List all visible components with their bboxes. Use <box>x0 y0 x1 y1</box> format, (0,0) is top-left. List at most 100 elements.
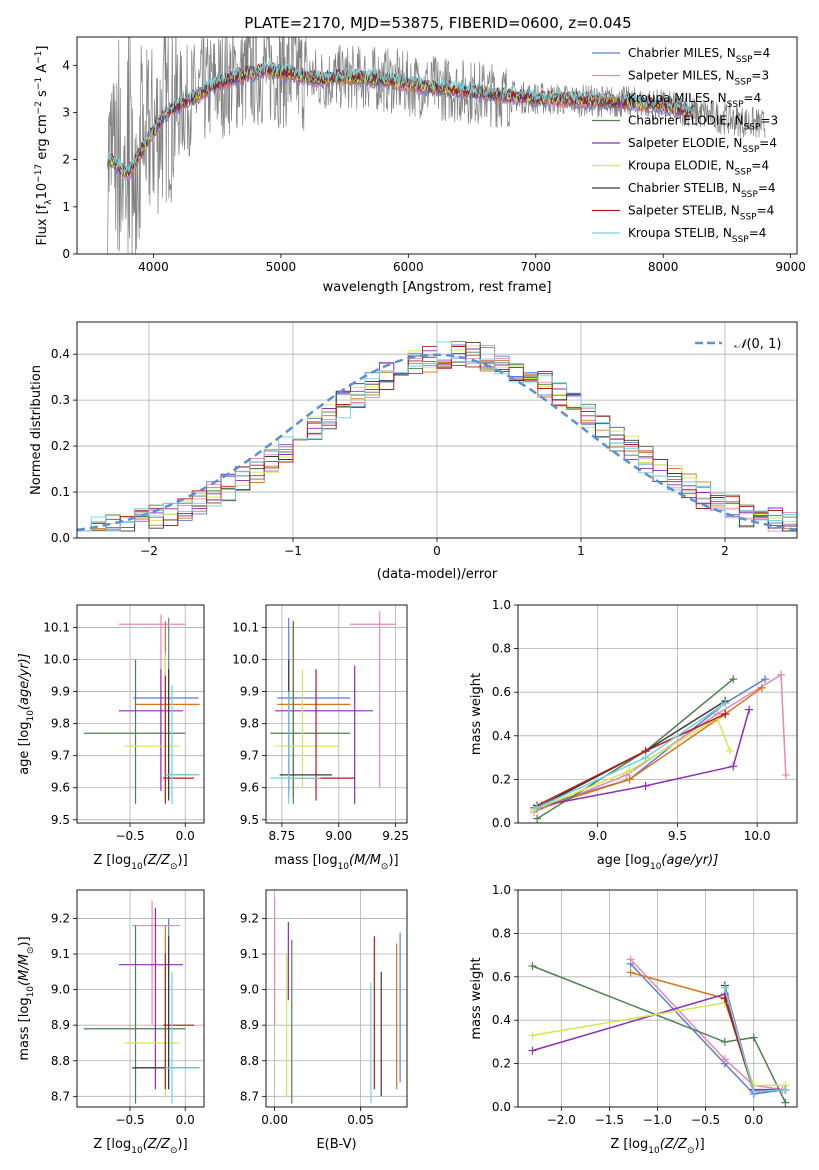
y-tick-label: 0.4 <box>492 729 511 743</box>
y-tick-label: 9.0 <box>51 983 70 997</box>
series-line <box>533 687 763 811</box>
x-axis-label: wavelength [Angstrom, rest frame] <box>323 280 552 295</box>
x-axis-label: (data-model)/error <box>377 567 498 582</box>
point-marker <box>761 675 770 684</box>
y-tick-label: 0.2 <box>492 1057 511 1071</box>
point-marker <box>749 1087 758 1096</box>
y-tick-label: 8.9 <box>51 1018 70 1032</box>
histogram-step <box>77 341 797 532</box>
axes-frame <box>76 604 205 824</box>
y-tick-label: 0.4 <box>51 347 70 361</box>
axes-frame <box>76 321 798 539</box>
point-marker <box>641 781 650 790</box>
point-marker <box>720 1037 729 1046</box>
y-tick-label: 0.4 <box>492 1013 511 1027</box>
x-tick-label: 8000 <box>648 260 679 274</box>
legend-entry: Chabrier ELODIE, NSSP=3 <box>628 114 778 133</box>
series-line <box>532 965 787 1104</box>
y-tick-label: 0.6 <box>492 970 511 984</box>
legend-entry: Kroupa MILES, NSSP=4 <box>628 91 761 110</box>
y-tick-label: 9.9 <box>51 685 70 699</box>
x-tick-label: 4000 <box>138 260 169 274</box>
y-tick-label: 10.0 <box>43 653 70 667</box>
x-tick-label: 1 <box>577 544 585 558</box>
y-tick-label: 0.8 <box>492 926 511 940</box>
y-axis-label: Normed distribution <box>29 365 44 495</box>
x-axis-label: Z [log10(Z/Z⊙)] <box>93 853 187 872</box>
y-tick-label: 10.1 <box>232 620 259 634</box>
panel-age_vs_Z: −0.5 0.0 9.5 9.6 9.7 9.8 9.9 10.0 10.1 Z [log10(Z… <box>17 604 205 872</box>
plot-area <box>77 890 204 1107</box>
x-tick-label: 0.0 <box>176 829 195 843</box>
x-tick-label: 9.25 <box>382 829 409 843</box>
point-marker <box>626 968 635 977</box>
y-tick-label: 0 <box>62 247 70 261</box>
panel-residuals: −2 −1 0 1 2 0.0 0.1 0.2 0.3 0.4 (data-model)/error… <box>29 321 798 582</box>
series-line <box>724 998 786 1093</box>
axes-frame <box>517 604 798 824</box>
plot-area <box>77 322 797 538</box>
x-tick-label: −1.5 <box>595 1113 624 1127</box>
x-tick-label: −0.5 <box>691 1113 720 1127</box>
y-tick-label: 0.0 <box>492 816 511 830</box>
point-marker <box>729 762 738 771</box>
y-tick-label: 0.1 <box>51 485 70 499</box>
series-line <box>724 985 786 1093</box>
point-marker <box>757 683 766 692</box>
x-axis-label: Z [log10(Z/Z⊙)] <box>610 1137 704 1156</box>
y-tick-label: 9.8 <box>51 717 70 731</box>
plot-area <box>266 605 407 823</box>
y-tick-label: 8.8 <box>51 1054 70 1068</box>
y-tick-label: 4 <box>62 58 70 72</box>
y-tick-label: 1.0 <box>492 598 511 612</box>
point-marker <box>641 753 650 762</box>
gaussian-curve <box>77 353 797 532</box>
x-tick-label: −1 <box>284 544 302 558</box>
y-tick-label: 9.7 <box>51 749 70 763</box>
axes-frame <box>76 889 205 1108</box>
y-tick-label: 9.2 <box>51 911 70 925</box>
axes-frame <box>265 889 408 1108</box>
y-tick-label: 9.6 <box>51 781 70 795</box>
point-marker <box>528 961 537 970</box>
y-tick-label: 9.0 <box>240 983 259 997</box>
plot-area <box>518 605 797 823</box>
series-line <box>630 963 786 1095</box>
axes-frame <box>517 889 798 1108</box>
y-axis-label: mass [log10(M/M⊙)] <box>17 936 36 1060</box>
x-tick-label: 0 <box>433 544 441 558</box>
y-tick-label: 10.0 <box>232 653 259 667</box>
y-tick-label: 9.5 <box>240 813 259 827</box>
panel-spectrum: 4000 5000 6000 7000 8000 9000 0 1 2 3 4 wavelength … <box>34 36 806 295</box>
point-marker <box>528 1046 537 1055</box>
series-line <box>532 993 786 1091</box>
point-marker <box>625 775 634 784</box>
point-marker <box>720 1055 729 1064</box>
y-tick-label: 9.1 <box>240 947 259 961</box>
y-tick-label: 9.8 <box>240 717 259 731</box>
legend-entry: Kroupa STELIB, NSSP=4 <box>628 226 766 245</box>
x-axis-label: age [log10(age/yr)] <box>597 853 719 872</box>
point-marker <box>721 710 730 718</box>
point-marker <box>777 670 786 679</box>
x-tick-label: −2 <box>140 544 158 558</box>
point-marker <box>533 814 542 823</box>
point-marker <box>533 803 542 812</box>
y-tick-label: 8.9 <box>240 1018 259 1032</box>
y-tick-label: 0.6 <box>492 685 511 699</box>
y-tick-label: 1.0 <box>492 883 511 897</box>
x-tick-label: −2.0 <box>547 1113 576 1127</box>
x-axis-label: mass [log10(M/M⊙)] <box>274 853 398 872</box>
point-marker <box>721 699 730 708</box>
legend-entry: Salpeter STELIB, NSSP=4 <box>628 204 774 223</box>
legend-entry: Chabrier STELIB, NSSP=4 <box>628 181 776 200</box>
y-tick-label: 0.8 <box>492 642 511 656</box>
y-tick-label: 0.3 <box>51 393 70 407</box>
x-tick-label: 5000 <box>266 260 297 274</box>
x-tick-label: 9000 <box>775 260 806 274</box>
y-tick-label: 1 <box>62 200 70 214</box>
point-marker <box>720 983 729 992</box>
figure-title: PLATE=2170, MJD=53875, FIBERID=0600, z=0… <box>244 14 631 32</box>
y-tick-label: 9.9 <box>240 685 259 699</box>
